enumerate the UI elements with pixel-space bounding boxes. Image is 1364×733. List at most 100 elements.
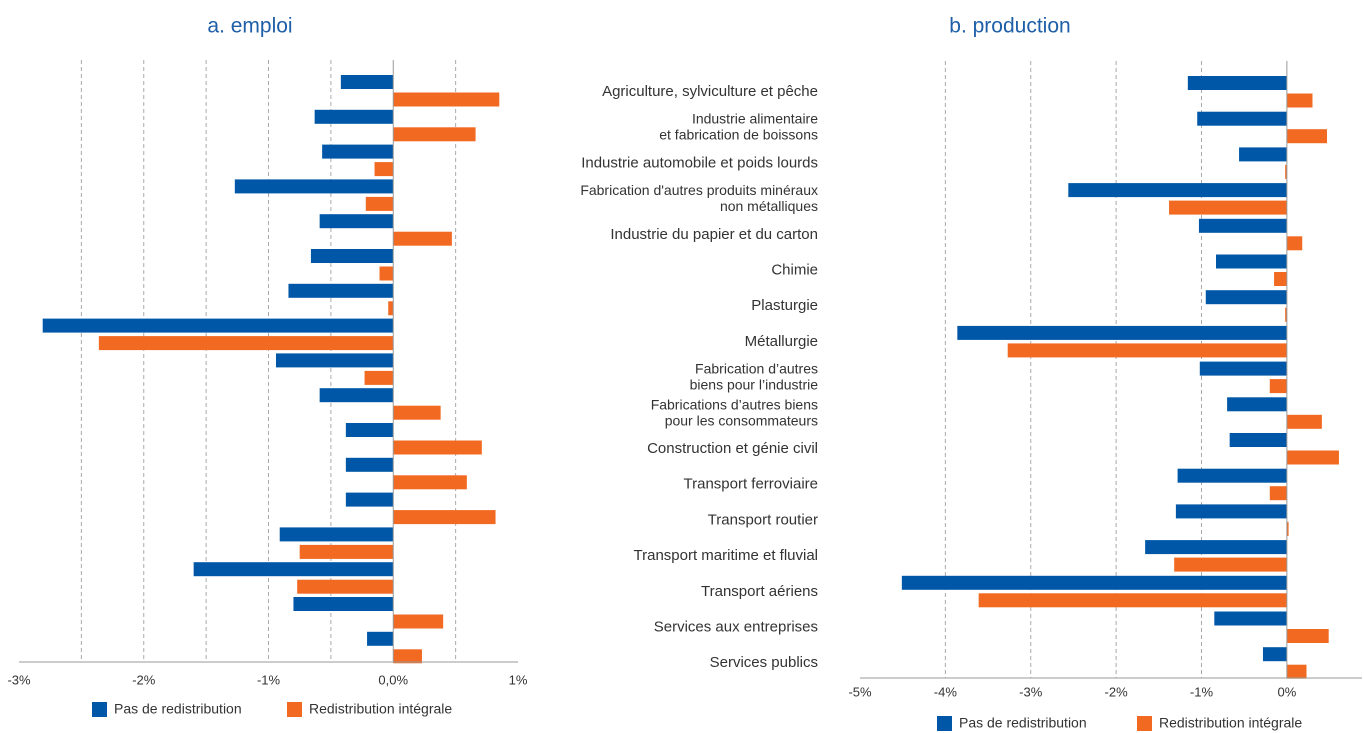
bar <box>1068 183 1287 198</box>
category-label-line: Fabrications d’autres biens <box>651 396 818 412</box>
bar <box>345 492 394 507</box>
x-tick-label: 0% <box>1277 684 1296 699</box>
category-label: Fabrication d’autres biens pour l’industr… <box>690 360 819 392</box>
bar <box>98 336 394 351</box>
category-label: Chimie <box>771 261 818 278</box>
bar <box>319 214 394 229</box>
legend-swatch <box>92 702 107 717</box>
x-tick-label: -1% <box>257 672 281 687</box>
bar <box>393 614 444 629</box>
category-label: Transport maritime et fluvial <box>634 547 819 564</box>
category-label: Services aux entreprises <box>654 618 818 635</box>
bar <box>42 318 394 333</box>
bar <box>393 127 476 142</box>
bar <box>1285 307 1287 322</box>
bar <box>1286 629 1329 643</box>
bar <box>288 283 394 298</box>
category-label: Transport routier <box>708 511 818 528</box>
bar <box>393 649 422 664</box>
bar <box>310 249 394 263</box>
category-label: Fabrication d'autres produits minéraux no… <box>580 182 818 214</box>
bar <box>1274 272 1287 286</box>
legend-label: Pas de redistribution <box>959 715 1087 731</box>
bar <box>393 440 482 455</box>
bar <box>957 325 1287 340</box>
legend-swatch <box>287 702 302 717</box>
bar <box>393 405 441 420</box>
legend-label: Redistribution intégrale <box>309 701 452 717</box>
bar <box>1286 414 1322 429</box>
bar <box>1286 93 1313 108</box>
bar <box>314 109 394 124</box>
bar <box>345 457 394 472</box>
bar <box>193 562 394 577</box>
category-label-line: pour les consommateurs <box>665 412 818 428</box>
category-label: Transport ferroviaire <box>684 476 819 493</box>
category-label-line: biens pour l’industrie <box>690 376 819 392</box>
bar <box>1286 450 1339 465</box>
x-tick-label: -5% <box>848 684 872 699</box>
bar <box>1175 504 1287 519</box>
x-tick-label: -1% <box>1190 684 1214 699</box>
bar <box>1205 290 1287 305</box>
bar <box>1269 486 1287 501</box>
legend-label: Redistribution intégrale <box>1159 715 1302 731</box>
bar <box>1239 147 1287 162</box>
bar <box>379 266 394 281</box>
bar <box>978 593 1287 608</box>
bar <box>393 475 467 490</box>
legend-label: Pas de redistribution <box>114 701 242 717</box>
category-label: Plasturgie <box>751 297 818 314</box>
bar <box>1197 111 1287 126</box>
bar <box>293 597 394 611</box>
bar <box>1286 664 1307 679</box>
bar <box>364 370 394 385</box>
bar <box>1198 218 1287 233</box>
category-label-line: Fabrication d’autres <box>695 360 818 376</box>
bar <box>275 353 394 368</box>
bar <box>393 510 496 525</box>
bar <box>1214 611 1287 626</box>
bar <box>367 631 394 646</box>
bar <box>365 196 394 211</box>
bar <box>1216 254 1287 269</box>
category-label: Industrie alimentaire et fabrication de b… <box>659 110 818 142</box>
x-tick-label: -3% <box>7 672 31 687</box>
bar <box>393 92 500 107</box>
bar <box>1145 540 1287 555</box>
bar <box>1285 164 1287 179</box>
category-label-line: Industrie alimentaire <box>692 110 818 126</box>
category-label: Fabrications d’autres biens pour les cons… <box>651 396 818 428</box>
category-label: Construction et génie civil <box>647 440 818 457</box>
bar <box>340 75 394 89</box>
x-tick-label: 0,0% <box>378 672 408 687</box>
bar <box>1262 647 1287 662</box>
bar <box>388 301 394 316</box>
category-label: Industrie du papier et du carton <box>610 226 818 243</box>
bar <box>1187 76 1287 90</box>
bar <box>374 162 394 177</box>
bar <box>279 527 394 542</box>
chart-title: b. production <box>949 15 1070 38</box>
x-tick-label: -2% <box>132 672 156 687</box>
bar <box>1286 129 1327 144</box>
category-label-line: Fabrication d'autres produits minéraux <box>580 182 818 198</box>
category-label: Agriculture, sylviculture et pêche <box>602 83 818 100</box>
bar <box>299 544 394 559</box>
chart-title: a. emploi <box>207 15 292 38</box>
category-label: Métallurgie <box>745 333 818 350</box>
bar <box>1169 200 1287 215</box>
x-tick-label: -4% <box>934 684 958 699</box>
bar <box>1007 343 1287 358</box>
bar <box>297 579 394 594</box>
category-label: Transport aériens <box>701 583 818 600</box>
bar <box>319 388 394 403</box>
bar <box>1269 379 1287 394</box>
bar <box>1286 521 1289 536</box>
bar <box>1227 397 1287 412</box>
legend-swatch <box>1137 716 1152 731</box>
bar <box>1229 433 1287 447</box>
category-label-line: et fabrication de boissons <box>659 126 818 142</box>
bar <box>1199 361 1287 376</box>
